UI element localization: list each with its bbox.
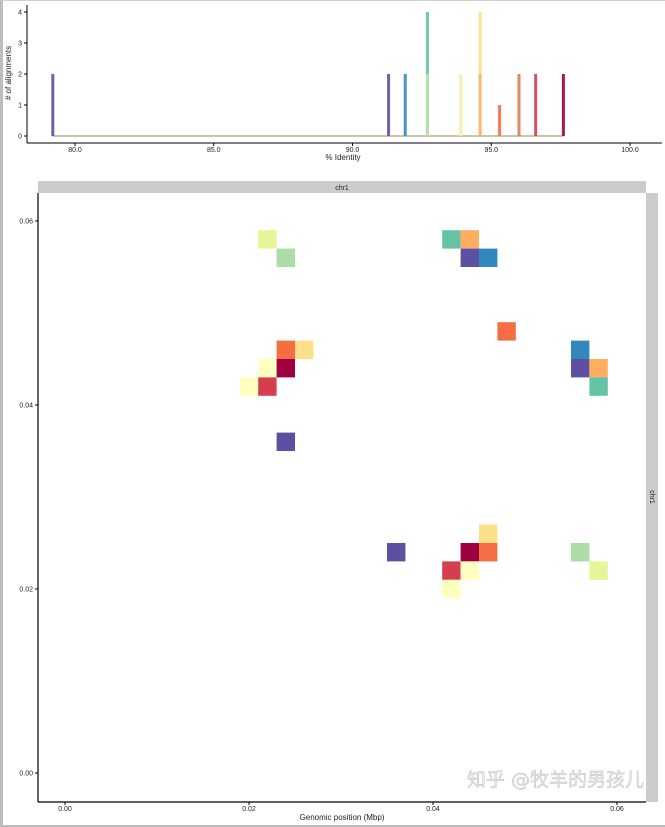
alignment-tile [460, 230, 479, 249]
identity-histogram: 80.0 85.0 90.0 95.0 100.0 0 1 2 3 4 % Identity #… [4, 5, 662, 162]
alignment-tile [442, 579, 461, 599]
alignment-tile [589, 561, 608, 580]
dot-x-tick-label: 0.04 [426, 806, 440, 813]
alignment-tile [442, 230, 461, 249]
dot-x-tick-label: 0.06 [610, 806, 624, 813]
alignment-tile [571, 340, 590, 359]
alignment-tile [276, 359, 295, 378]
watermark: 知乎 @牧羊的男孩儿 [467, 769, 644, 791]
hist-bar [498, 105, 502, 136]
alignment-tile [258, 359, 277, 378]
dot-x-tick-label: 0.02 [242, 806, 256, 813]
hist-bar [51, 74, 55, 136]
dot-plot: chr1 chr1 0.00 0.02 0.04 0.06 0.000.020.040… [19, 181, 658, 822]
alignment-tiles [239, 230, 608, 599]
hist-y-tick-label: 3 [18, 41, 22, 48]
hist-bar [517, 74, 521, 136]
alignment-tile [239, 377, 259, 396]
alignment-tile [276, 248, 295, 267]
alignment-tile [479, 524, 498, 543]
dot-y-tick-label: 0.00 [19, 771, 33, 778]
alignment-tile [571, 359, 590, 378]
hist-y-tick-label: 0 [18, 134, 22, 141]
alignment-tile [442, 561, 461, 580]
dot-y-ticks: 0.00 0.02 0.04 0.06 [19, 219, 38, 778]
hist-bar [478, 74, 482, 136]
alignment-tile [479, 543, 498, 562]
dot-x-label: Genomic position (Mbp) [300, 813, 385, 822]
hist-y-label: # of alignments [4, 46, 13, 100]
hist-x-tick-label: 95.0 [484, 147, 498, 154]
alignment-tile [589, 377, 608, 396]
alignment-tile [589, 359, 608, 378]
alignment-tile [276, 432, 295, 451]
dot-y-tick-label: 0.02 [19, 587, 33, 594]
hist-bar [561, 74, 565, 136]
hist-x-tick-label: 85.0 [207, 147, 221, 154]
hist-x-tick-label: 100.0 [621, 147, 639, 154]
alignment-tile [295, 340, 314, 359]
alignment-tile [460, 248, 479, 267]
alignment-tile [460, 543, 479, 562]
hist-bar [387, 74, 391, 136]
hist-y-tick-label: 1 [18, 103, 22, 110]
facet-strip-top [38, 181, 646, 193]
hist-x-label: % Identity [325, 153, 360, 162]
hist-bar [425, 12, 429, 74]
alignment-tile [460, 561, 479, 580]
hist-bar [425, 74, 429, 136]
hist-bar [403, 74, 407, 136]
hist-y-tick-label: 4 [18, 10, 22, 17]
facet-strip-right-label: chr1 [648, 490, 655, 504]
facet-strip-right [646, 193, 658, 802]
alignment-tile [258, 377, 277, 396]
alignment-tile [497, 322, 516, 341]
hist-y-tick-label: 2 [18, 72, 22, 79]
alignment-tile [387, 543, 406, 562]
dot-x-tick-label: 0.00 [58, 806, 72, 813]
hist-x-ticks: 80.0 85.0 90.0 95.0 100.0 [68, 143, 639, 154]
alignment-tile [479, 248, 498, 267]
hist-x-tick-label: 90.0 [346, 147, 360, 154]
hist-bar [534, 74, 538, 136]
alignment-tile [276, 340, 295, 359]
histogram-bars [51, 12, 565, 137]
dot-y-tick-label: 0.06 [19, 219, 33, 226]
facet-strip-top-label: chr1 [335, 185, 349, 192]
alignment-tile [258, 230, 277, 249]
alignment-tile [571, 543, 590, 562]
hist-x-tick-label: 80.0 [68, 147, 82, 154]
dot-y-tick-label: 0.04 [19, 403, 33, 410]
dot-x-ticks: 0.00 0.02 0.04 0.06 [58, 802, 624, 813]
hist-y-ticks: 0 1 2 3 4 [18, 10, 27, 141]
hist-bar [478, 12, 482, 74]
hist-bar [459, 74, 463, 136]
